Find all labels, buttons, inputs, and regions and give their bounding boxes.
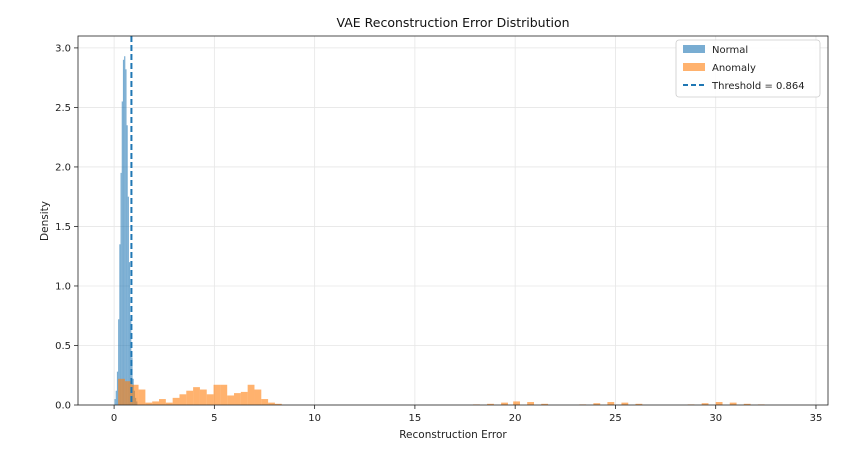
x-tick-label: 30 [709, 413, 722, 424]
legend: Normal Anomaly Threshold = 0.864 [675, 39, 821, 98]
anomaly-bar [124, 381, 132, 405]
y-tick-label: 2.0 [55, 162, 71, 173]
anomaly-bar [152, 401, 160, 405]
normal-bar [124, 56, 126, 406]
anomaly-bar [165, 402, 173, 405]
x-tick-label: 5 [211, 413, 217, 424]
anomaly-bar [593, 403, 601, 405]
anomaly-bar [145, 402, 153, 405]
anomaly-bar [254, 389, 262, 405]
y-tick-label: 1.0 [55, 281, 71, 292]
anomaly-bar [240, 391, 248, 405]
normal-bar [128, 262, 131, 405]
anomaly-bar [247, 384, 255, 405]
anomaly-bar [715, 402, 723, 405]
y-tick-label: 1.5 [55, 222, 71, 233]
anomaly-bar [118, 378, 125, 405]
anomaly-bar [138, 389, 146, 405]
anomaly-bar [513, 401, 520, 405]
anomaly-bar [261, 399, 269, 405]
anomaly-bar [206, 394, 214, 405]
normal-bar [121, 101, 123, 405]
anomaly-bar [541, 403, 549, 405]
x-tick-label: 35 [810, 413, 823, 424]
anomaly-bar [193, 387, 200, 405]
legend-box [675, 39, 821, 98]
anomaly-bar [635, 403, 643, 405]
legend-label-anomaly: Anomaly [712, 63, 756, 74]
legend-swatch-normal [683, 45, 705, 53]
anomaly-bar [729, 402, 737, 405]
anomaly-bar [234, 393, 241, 405]
x-tick-label: 0 [111, 413, 117, 424]
anomaly-bar [487, 403, 494, 405]
normal-bar [125, 69, 127, 405]
x-axis-ticks: 0 5 10 15 20 25 30 35 [111, 405, 822, 424]
anomaly-bar [179, 394, 187, 405]
normal-bar [120, 172, 122, 405]
anomaly-bar [159, 399, 166, 405]
normal-bar [115, 390, 117, 405]
anomaly-bar [501, 402, 508, 405]
y-tick-label: 2.5 [55, 103, 71, 114]
y-tick-label: 3.0 [55, 43, 71, 54]
anomaly-bar [743, 403, 751, 405]
normal-bar [122, 59, 125, 405]
normal-bar [114, 399, 116, 405]
anomaly-bar [268, 402, 275, 405]
anomaly-bar [527, 402, 535, 405]
anomaly-bar [607, 402, 615, 405]
legend-swatch-anomaly [683, 63, 705, 71]
normal-bar [126, 125, 128, 405]
anomaly-bar [186, 390, 194, 405]
y-axis-label: Density [39, 201, 51, 241]
anomaly-bar [213, 384, 221, 405]
y-tick-label: 0.0 [55, 401, 71, 412]
anomaly-bar [131, 384, 139, 405]
legend-label-normal: Normal [712, 45, 748, 56]
normal-bar [116, 371, 119, 405]
y-axis-ticks: 0.0 0.5 1.0 1.5 2.0 2.5 3.0 [55, 43, 78, 412]
anomaly-bar [172, 397, 180, 405]
anomaly-bar [621, 402, 629, 405]
x-axis-label: Reconstruction Error [399, 429, 507, 441]
anomaly-bar [227, 395, 235, 405]
anomaly-bar [220, 384, 228, 405]
chart-title: VAE Reconstruction Error Distribution [336, 15, 569, 30]
anomaly-bar [199, 389, 207, 405]
plot-frame [77, 35, 829, 406]
legend-label-threshold: Threshold = 0.864 [711, 81, 805, 92]
x-tick-label: 10 [308, 413, 321, 424]
normal-bar [119, 244, 121, 405]
anomaly-bar [701, 403, 709, 405]
normal-bar [127, 196, 129, 405]
x-tick-label: 15 [409, 413, 422, 424]
normal-bar [118, 319, 120, 405]
anomaly-bar [274, 403, 282, 405]
x-tick-label: 20 [509, 413, 522, 424]
y-tick-label: 0.5 [55, 341, 71, 352]
x-tick-label: 25 [609, 413, 622, 424]
